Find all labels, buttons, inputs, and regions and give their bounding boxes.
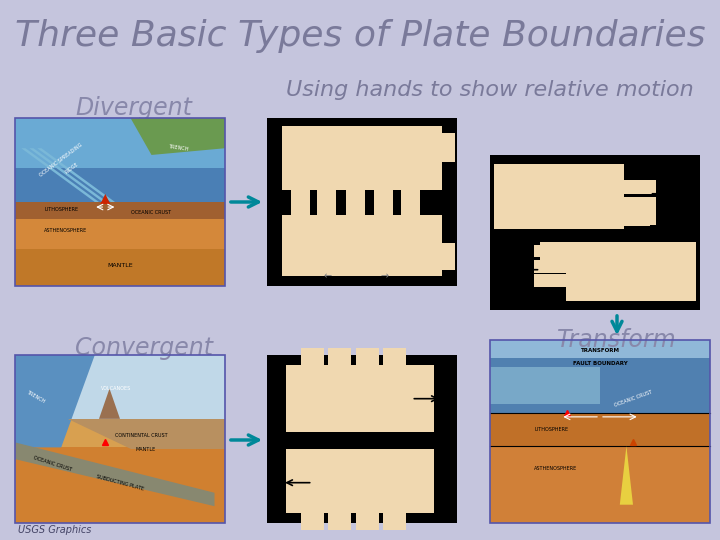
- Bar: [490, 340, 710, 523]
- Bar: [374, 195, 393, 215]
- Text: ←: ←: [324, 271, 332, 281]
- Bar: [624, 204, 649, 226]
- Bar: [624, 211, 656, 225]
- Bar: [566, 242, 696, 301]
- Polygon shape: [68, 419, 225, 449]
- Text: Divergent: Divergent: [75, 96, 192, 120]
- Bar: [282, 126, 442, 190]
- Bar: [15, 202, 225, 219]
- Text: CONTINENTAL CRUST: CONTINENTAL CRUST: [114, 433, 167, 438]
- Text: Transform: Transform: [557, 328, 677, 352]
- Text: RIDGE: RIDGE: [64, 162, 79, 175]
- Bar: [15, 355, 225, 419]
- Bar: [356, 348, 379, 368]
- Polygon shape: [130, 118, 225, 155]
- Bar: [328, 513, 351, 530]
- Text: MANTLE: MANTLE: [135, 447, 156, 451]
- Text: FAULT BOUNDARY: FAULT BOUNDARY: [572, 361, 627, 366]
- Polygon shape: [37, 148, 115, 202]
- Bar: [267, 355, 457, 523]
- Bar: [15, 355, 225, 523]
- Text: TRENCH: TRENCH: [168, 144, 189, 152]
- Bar: [356, 513, 379, 530]
- Text: OCEANIC CRUST: OCEANIC CRUST: [613, 389, 653, 408]
- Bar: [401, 195, 420, 215]
- Bar: [494, 164, 624, 230]
- Text: Convergent: Convergent: [75, 336, 213, 360]
- Bar: [15, 118, 225, 286]
- Bar: [15, 118, 225, 205]
- Text: OCEANIC SPREADING: OCEANIC SPREADING: [39, 142, 84, 178]
- Bar: [15, 355, 225, 523]
- Bar: [383, 348, 405, 368]
- Bar: [15, 219, 225, 286]
- Bar: [328, 348, 351, 368]
- Text: OCEANIC CRUST: OCEANIC CRUST: [33, 456, 73, 473]
- Bar: [374, 190, 393, 211]
- Bar: [490, 340, 710, 523]
- Text: VOLCANOES: VOLCANOES: [101, 386, 131, 391]
- Polygon shape: [620, 446, 633, 505]
- Text: →: →: [381, 271, 389, 281]
- Text: Three Basic Types of Plate Boundaries: Three Basic Types of Plate Boundaries: [14, 19, 706, 53]
- Text: MANTLE: MANTLE: [107, 264, 132, 268]
- Bar: [286, 449, 434, 513]
- Bar: [534, 245, 566, 257]
- Bar: [15, 249, 225, 286]
- Bar: [291, 190, 310, 211]
- Bar: [401, 190, 420, 211]
- Text: LITHOSPHERE: LITHOSPHERE: [44, 207, 78, 212]
- Bar: [490, 413, 710, 446]
- Text: USGS Graphics: USGS Graphics: [18, 525, 91, 535]
- Bar: [291, 195, 310, 215]
- Bar: [624, 197, 656, 211]
- Bar: [267, 118, 457, 286]
- Text: Using hands to show relative motion: Using hands to show relative motion: [286, 80, 694, 100]
- Polygon shape: [22, 148, 99, 202]
- Bar: [318, 190, 336, 211]
- Text: TRANSFORM: TRANSFORM: [580, 348, 619, 354]
- Bar: [318, 195, 336, 215]
- Text: SUBDUCTING PLATE: SUBDUCTING PLATE: [96, 474, 144, 491]
- Bar: [490, 446, 710, 523]
- Text: ASTHENOSPHERE: ASTHENOSPHERE: [534, 465, 577, 470]
- Bar: [534, 260, 566, 273]
- Polygon shape: [30, 148, 107, 202]
- Bar: [282, 215, 442, 276]
- Bar: [442, 133, 455, 161]
- Text: LITHOSPHERE: LITHOSPHERE: [534, 427, 569, 432]
- Polygon shape: [15, 442, 215, 506]
- Bar: [541, 242, 566, 262]
- Bar: [383, 513, 405, 530]
- Text: TRENCH: TRENCH: [26, 390, 46, 404]
- Bar: [15, 448, 225, 523]
- Polygon shape: [15, 355, 95, 448]
- Polygon shape: [100, 194, 110, 204]
- Bar: [442, 242, 455, 270]
- Bar: [346, 195, 365, 215]
- Bar: [301, 348, 324, 368]
- Bar: [301, 513, 324, 530]
- Bar: [346, 190, 365, 211]
- Bar: [534, 274, 566, 287]
- Bar: [15, 118, 225, 168]
- Bar: [15, 118, 225, 286]
- Bar: [490, 367, 600, 404]
- Text: ASTHENOSPHERE: ASTHENOSPHERE: [44, 228, 87, 233]
- Polygon shape: [99, 389, 120, 419]
- Bar: [490, 340, 710, 386]
- Bar: [490, 359, 710, 413]
- Bar: [286, 365, 434, 433]
- Bar: [490, 155, 700, 310]
- Bar: [624, 180, 656, 194]
- Text: OCEANIC CRUST: OCEANIC CRUST: [132, 210, 171, 214]
